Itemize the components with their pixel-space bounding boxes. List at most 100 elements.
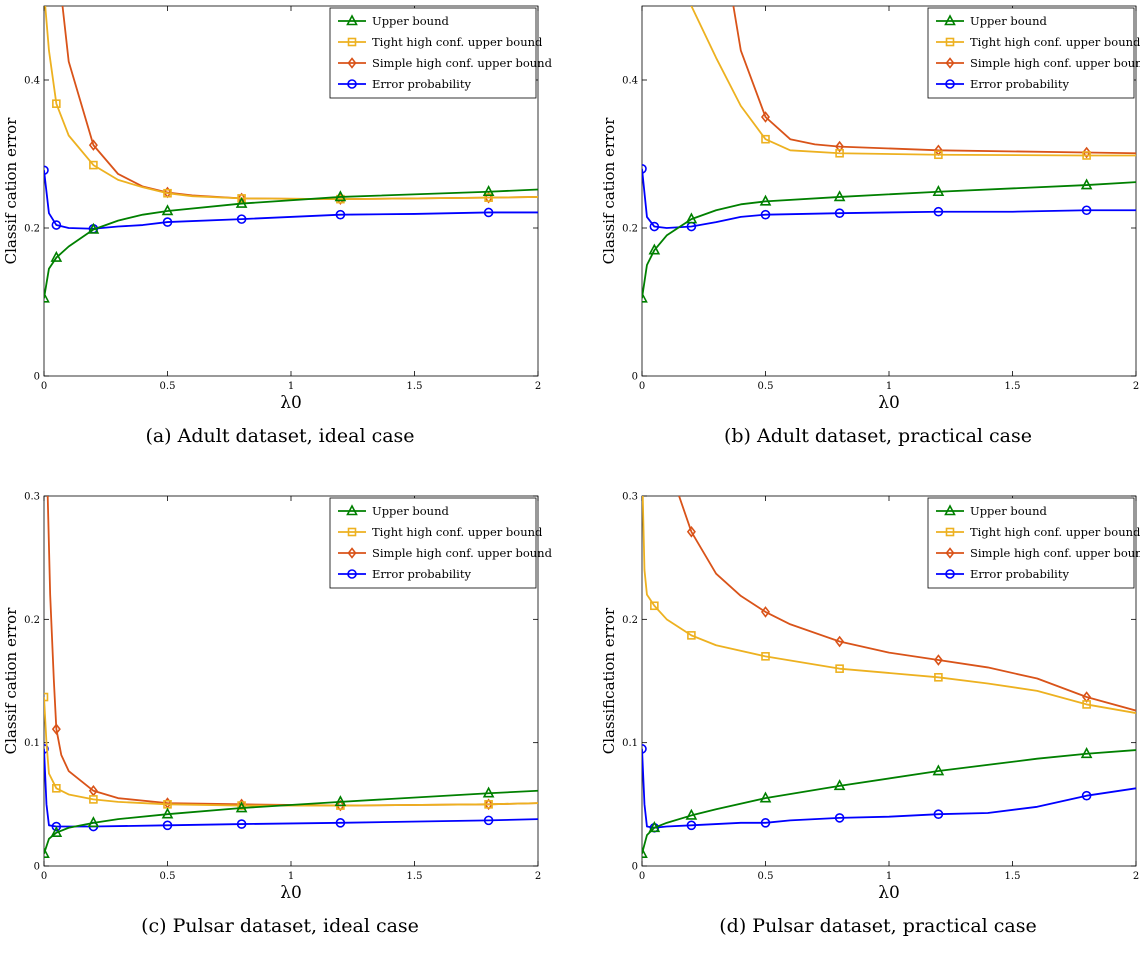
data-point-tight: [934, 673, 943, 682]
data-point-upper: [50, 250, 63, 262]
data-point-upper: [833, 779, 846, 791]
legend-label-error: Error probability: [372, 567, 471, 581]
x-tick-label: 1.5: [407, 381, 423, 392]
legend-label-tight: Tight high conf. upper bound: [372, 35, 543, 49]
data-point-error: [483, 815, 494, 826]
data-point-upper: [334, 795, 347, 807]
y-tick-label: 0.2: [622, 615, 638, 626]
legend-marker-error: [945, 569, 955, 579]
legend-label-tight: Tight high conf. upper bound: [970, 35, 1140, 49]
y-tick-label: 0.2: [24, 224, 40, 235]
data-point-upper: [932, 764, 945, 776]
data-point-error: [1081, 205, 1092, 216]
y-tick-label: 0.2: [24, 615, 40, 626]
series-line-error: [642, 168, 1136, 229]
data-point-error: [642, 744, 647, 754]
x-tick-label: 1.5: [1005, 381, 1021, 392]
series-line-error: [44, 748, 538, 828]
data-point-error: [834, 208, 845, 218]
line-chart-a: 0 0.5 1 1.5 2 0 0.2 0.4 λ0 Classif cation error Up…: [2, 5, 553, 413]
legend-label-tight: Tight high conf. upper bound: [970, 525, 1140, 539]
data-point-tight: [761, 134, 770, 144]
legend: Upper bound Tight high conf. upper bound S…: [329, 7, 553, 99]
data-point-error: [236, 819, 247, 829]
data-point-tight: [761, 652, 770, 661]
x-tick-label: 2: [535, 871, 541, 882]
data-point-upper: [642, 291, 648, 303]
y-tick-label: 0.4: [24, 76, 40, 87]
data-point-tight: [1082, 151, 1091, 160]
data-point-upper: [87, 222, 100, 234]
line-chart-c: 0 0.5 1 1.5 2 0 0.1 0.2 0.3 λ0 Classif cation erro…: [2, 492, 553, 904]
data-point-tight: [650, 601, 659, 611]
data-point-tight: [835, 148, 844, 158]
data-point-tight: [52, 783, 61, 793]
legend-marker-error: [945, 79, 955, 89]
caption-d: (d) Pulsar dataset, practical case: [719, 915, 1037, 937]
legend-label-simple: Simple high conf. upper bound: [372, 546, 553, 560]
legend-label-upper: Upper bound: [372, 14, 449, 28]
caption-b: (b) Adult dataset, practical case: [723, 425, 1033, 447]
legend-marker-tight: [945, 527, 955, 537]
data-point-error: [51, 220, 62, 230]
data-point-upper: [87, 816, 100, 828]
data-point-error: [483, 207, 494, 218]
y-tick-label: 0: [632, 372, 638, 383]
data-point-upper: [44, 291, 50, 303]
x-tick-label: 1: [886, 871, 892, 882]
data-point-simple: [1082, 146, 1092, 159]
x-tick-label: 0: [41, 381, 47, 392]
x-tick-label: 1.5: [407, 871, 423, 882]
x-tick-label: 2: [1133, 381, 1139, 392]
data-point-upper: [161, 204, 174, 216]
legend-marker-upper: [346, 504, 358, 516]
data-point-error: [834, 813, 845, 823]
series-line-upper: [642, 749, 1136, 854]
y-tick-label: 0: [34, 372, 40, 383]
chart-panel-b: 0 0.5 1 1.5 2 0 0.2 0.4 λ0 Classif cation error Up…: [598, 0, 1140, 470]
data-point-error: [642, 164, 647, 174]
data-point-upper: [648, 821, 661, 833]
legend-label-simple: Simple high conf. upper bound: [970, 546, 1140, 560]
data-point-upper: [50, 825, 63, 838]
data-point-upper: [44, 846, 50, 858]
series-line-tight: [44, 6, 538, 201]
x-tick-label: 0: [639, 381, 645, 392]
data-point-error: [686, 820, 697, 831]
data-point-upper: [833, 190, 846, 202]
legend-box: [329, 497, 537, 589]
x-axis-label: λ0: [280, 883, 302, 903]
series-line-tight: [690, 6, 1136, 157]
data-point-simple: [835, 635, 845, 648]
data-point-error: [44, 744, 49, 754]
y-axis-label: Classif cation error: [2, 117, 20, 265]
y-axis-label: Classification error: [600, 607, 618, 754]
y-axis-label: Classif cation error: [2, 607, 20, 755]
data-point-tight: [89, 795, 98, 804]
data-point-simple: [88, 139, 98, 151]
legend: Upper bound Tight high conf. upper bound S…: [329, 497, 553, 589]
data-point-simple: [335, 799, 345, 812]
data-point-simple: [686, 525, 696, 538]
y-tick-label: 0.2: [622, 224, 638, 235]
data-point-upper: [759, 791, 772, 803]
y-tick-label: 0.1: [24, 738, 40, 749]
data-point-tight: [163, 188, 172, 198]
series-line-upper: [44, 188, 538, 299]
series-group: [44, 6, 538, 303]
x-axis-label: λ0: [878, 883, 900, 903]
legend-marker-upper: [944, 14, 956, 26]
y-tick-label: 0: [34, 862, 40, 873]
legend: Upper bound Tight high conf. upper bound S…: [927, 497, 1140, 589]
data-point-simple: [51, 723, 61, 735]
x-tick-label: 0.5: [160, 381, 176, 392]
caption-c: (c) Pulsar dataset, ideal case: [141, 915, 419, 937]
data-point-error: [760, 209, 771, 220]
data-point-error: [933, 206, 944, 217]
data-point-simple: [484, 191, 494, 204]
data-point-upper: [685, 808, 698, 820]
x-tick-label: 0: [639, 871, 645, 882]
data-point-upper: [482, 185, 495, 197]
legend-label-upper: Upper bound: [970, 504, 1047, 518]
data-point-simple: [484, 798, 494, 811]
